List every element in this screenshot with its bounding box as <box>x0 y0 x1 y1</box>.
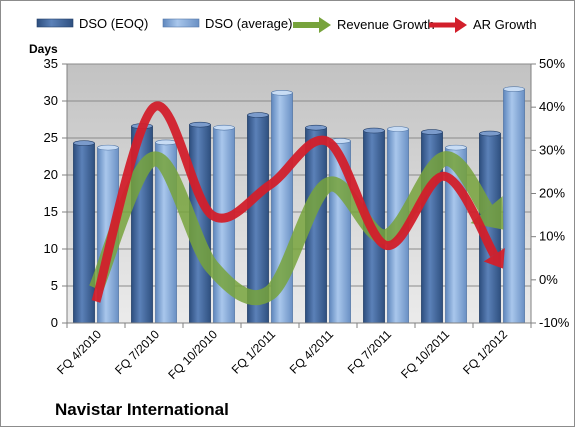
series-path <box>91 101 499 303</box>
bar-cap <box>305 124 327 131</box>
right-axis-ticks: -10% 0% 10% 20% 30% 40% 50% <box>531 56 570 330</box>
x-tick-label: FQ 4/2010 <box>54 327 104 377</box>
x-tick-label: FQ 10/2010 <box>165 327 220 382</box>
bar-cap <box>271 90 293 96</box>
series-line <box>91 101 505 303</box>
legend-label: AR Growth <box>473 17 537 32</box>
legend-swatch <box>162 18 200 28</box>
right-tick-label: 30% <box>539 142 565 157</box>
left-tick-label: 35 <box>44 56 58 71</box>
right-tick-label: 10% <box>539 229 565 244</box>
bar <box>73 140 95 324</box>
legend: DSO (EOQ) DSO (average) Revenue Growth AR G… <box>36 16 537 33</box>
left-tick-label: 20 <box>44 167 58 182</box>
legend-swatch-arrow <box>319 17 331 33</box>
bar-cap <box>73 140 95 146</box>
legend-label: Revenue Growth <box>337 17 435 32</box>
left-axis-title: Days <box>29 42 58 56</box>
left-tick-label: 5 <box>51 278 58 293</box>
right-tick-label: 20% <box>539 186 565 201</box>
right-tick-label: 0% <box>539 272 558 287</box>
bar-body <box>503 88 525 324</box>
series-arrowhead <box>483 247 505 269</box>
x-tick-label: FQ 1/2011 <box>229 327 279 377</box>
left-tick-label: 30 <box>44 93 58 108</box>
bar-cap <box>479 130 501 137</box>
bar-body <box>73 142 95 324</box>
x-tick-label: FQ 10/2011 <box>398 327 452 381</box>
legend-item: DSO (EOQ) <box>36 16 148 31</box>
legend-swatch <box>36 18 74 28</box>
x-tick-label: FQ 7/2010 <box>112 327 162 377</box>
bar <box>503 86 525 324</box>
legend-item: DSO (average) <box>162 16 292 31</box>
bar-cap <box>155 139 177 146</box>
legend-label: DSO (EOQ) <box>79 16 148 31</box>
legend-item: AR Growth <box>429 17 537 33</box>
series-path <box>89 151 493 306</box>
bar-cap <box>363 127 385 134</box>
bar-cap <box>421 129 443 135</box>
x-tick-label: FQ 7/2011 <box>345 327 395 377</box>
right-tick-label: -10% <box>539 315 570 330</box>
left-axis-ticks: 0 5 10 15 20 25 30 35 <box>44 56 67 330</box>
bar-cap <box>189 121 211 128</box>
legend-swatch-arrow <box>455 17 467 33</box>
chart-caption: Navistar International <box>55 400 229 419</box>
x-tick-label: FQ 1/2012 <box>460 327 510 377</box>
bar-cap <box>503 86 525 92</box>
bar-cap <box>387 126 409 132</box>
right-tick-label: 40% <box>539 99 565 114</box>
lines-layer <box>89 101 505 306</box>
left-tick-label: 15 <box>44 204 58 219</box>
left-tick-label: 10 <box>44 241 58 256</box>
legend-label: DSO (average) <box>205 16 292 31</box>
x-axis-ticks: FQ 4/2010 FQ 7/2010 FQ 10/2010 FQ 1/2011 FQ … <box>54 323 532 382</box>
left-tick-label: 25 <box>44 130 58 145</box>
bar-cap <box>247 112 269 118</box>
x-tick-label: FQ 4/2011 <box>287 327 337 377</box>
right-tick-label: 50% <box>539 56 565 71</box>
legend-item: Revenue Growth <box>293 17 435 33</box>
bar-cap <box>445 144 467 151</box>
left-tick-label: 0 <box>51 315 58 330</box>
bar-cap <box>97 144 119 151</box>
bar-cap <box>213 124 235 131</box>
